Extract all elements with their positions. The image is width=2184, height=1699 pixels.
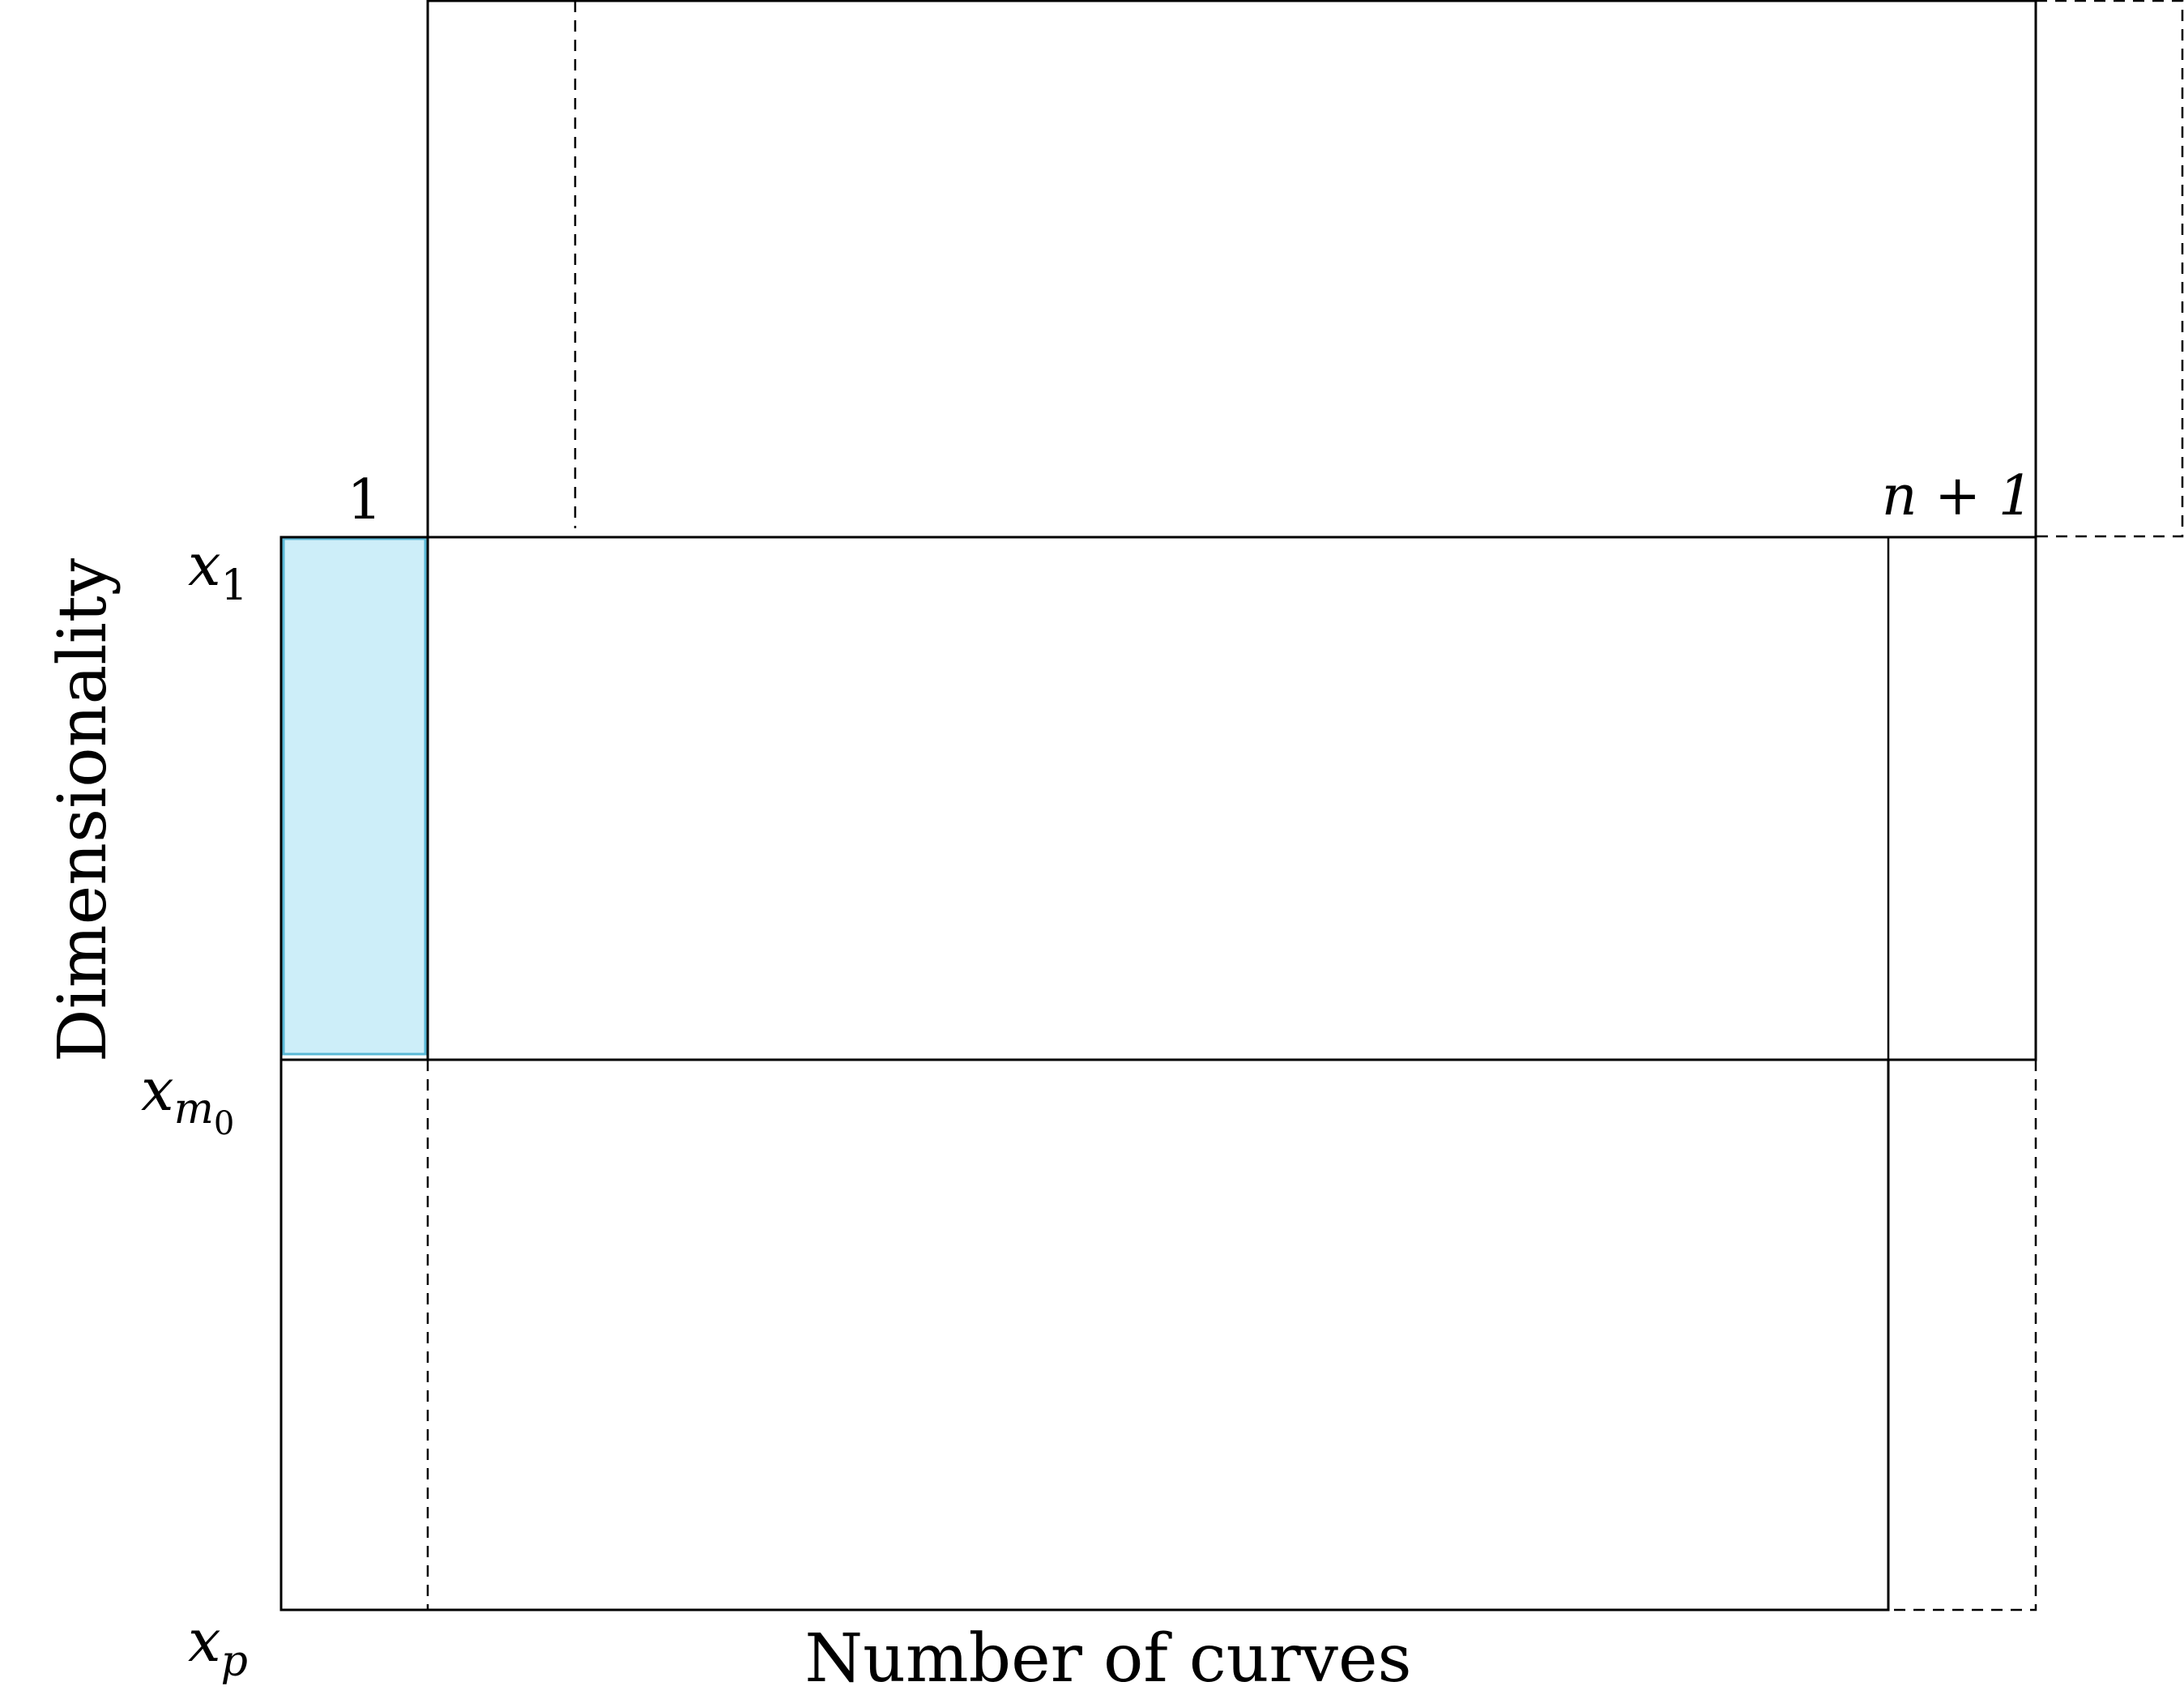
- row-label-x1: x1: [188, 531, 248, 610]
- column-label-last: n + 1: [1882, 464, 2033, 528]
- highlighted-column: [282, 537, 427, 1056]
- y-axis-title: Dimensionality: [45, 557, 122, 1062]
- column-label-first: 1: [347, 468, 382, 532]
- row-label-xp: xp: [188, 1607, 248, 1686]
- row-label-xm0: xm0: [141, 1056, 234, 1142]
- right-dashed-box: [2036, 0, 2184, 538]
- x-axis-title: Number of curves: [804, 1620, 1411, 1697]
- upper-box: [426, 0, 2037, 539]
- lower-box: [279, 1060, 1890, 1611]
- middle-box: [279, 536, 2037, 1061]
- lower-right-dashed-extension: [1888, 1060, 2037, 1611]
